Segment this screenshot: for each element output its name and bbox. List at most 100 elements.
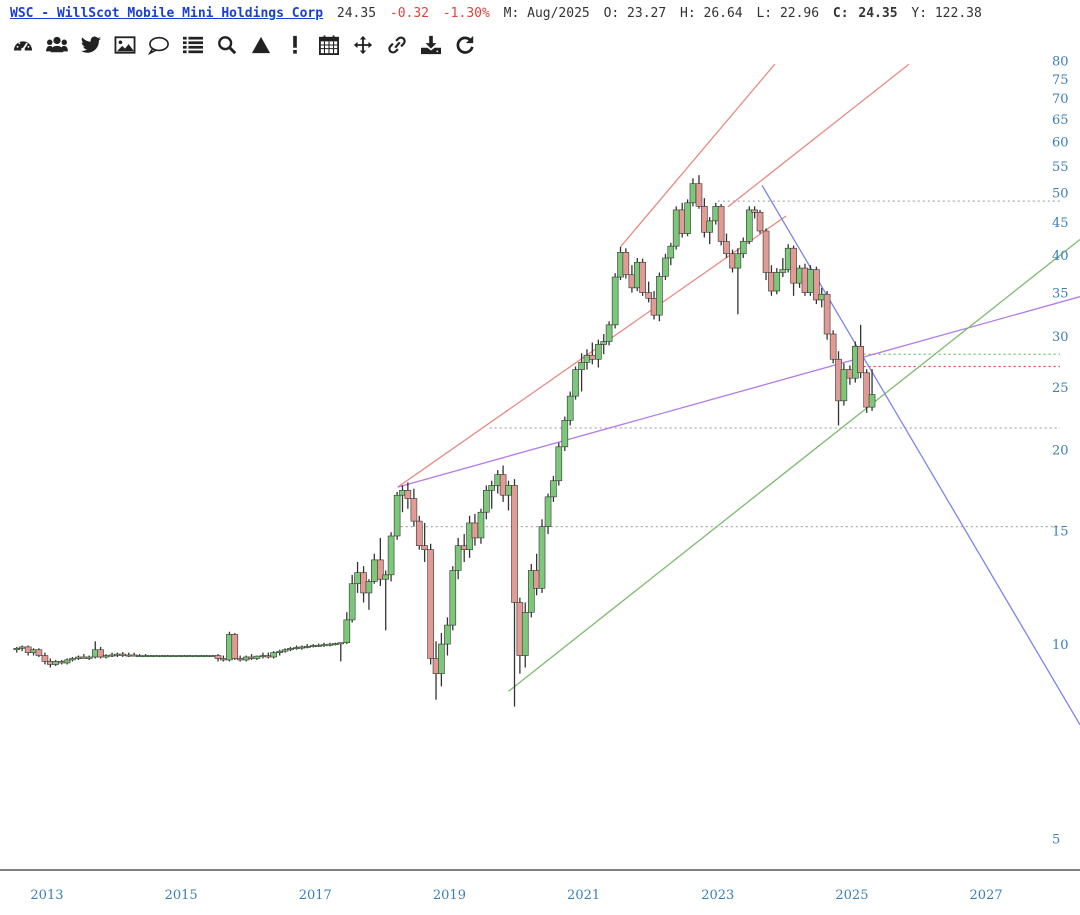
candle (734, 248, 742, 315)
image-icon[interactable] (112, 34, 137, 56)
candle-body (550, 480, 557, 498)
candle (595, 339, 602, 368)
horizontal-levels (395, 200, 1060, 528)
candle (672, 206, 680, 250)
candle (253, 655, 261, 660)
exclamation-icon[interactable] (282, 34, 307, 56)
dashboard-icon[interactable] (10, 34, 35, 56)
candle (561, 416, 569, 452)
symbol-title-link[interactable]: WSC - WillScot Mobile Mini Holdings Corp (10, 6, 324, 21)
candle-body (829, 333, 837, 360)
y-tick-label: 35 (1052, 287, 1069, 302)
trendlines (397, 63, 1080, 726)
close-label: C: (832, 6, 849, 21)
candle (444, 617, 451, 656)
candle-body (600, 341, 608, 345)
period-label: M: Aug/2025 (503, 6, 590, 21)
candle-body (488, 485, 496, 491)
move-icon[interactable] (350, 34, 375, 56)
search-icon[interactable] (214, 34, 239, 56)
candle (203, 654, 210, 658)
comment-icon[interactable] (146, 34, 171, 56)
candle-body (231, 634, 239, 659)
price-change-percent: -1.30% (442, 6, 490, 21)
candle (427, 543, 434, 665)
candle-body (701, 206, 708, 233)
candle-body (69, 658, 76, 661)
candle (790, 245, 797, 296)
triangle-icon[interactable] (248, 34, 273, 56)
candle-body (622, 252, 630, 276)
candle-body (857, 346, 864, 374)
candle (550, 476, 557, 502)
calendar-icon[interactable] (316, 34, 341, 56)
x-tick-label: 2027 (970, 888, 1003, 903)
candle-body (186, 655, 194, 658)
download-icon[interactable] (418, 34, 443, 56)
candle-body (589, 354, 596, 360)
candle-body (745, 209, 753, 242)
candle-body (348, 583, 356, 621)
candle (382, 570, 390, 631)
candle-body (605, 324, 613, 342)
candle-body (672, 209, 680, 247)
candle-body (471, 522, 479, 539)
candle-body (611, 276, 619, 326)
candle (371, 553, 378, 584)
candle-body (823, 293, 831, 335)
x-axis-ticks: 2013 2015 2017 2019 2021 2023 2025 2027 (30, 888, 1002, 903)
list-icon[interactable] (180, 34, 205, 56)
candle-body (97, 649, 104, 658)
candle (343, 612, 351, 645)
candle (454, 537, 462, 580)
candle-body (152, 655, 160, 658)
users-icon[interactable] (44, 34, 69, 56)
candle (521, 602, 529, 668)
candle-body (723, 241, 730, 255)
candle (857, 324, 864, 379)
candle-body (863, 372, 870, 408)
x-tick-label: 2025 (835, 888, 868, 903)
x-tick-label: 2013 (30, 888, 63, 903)
link-icon[interactable] (384, 34, 409, 56)
candle (813, 266, 820, 305)
candle (270, 651, 277, 659)
candle-body (365, 581, 373, 594)
candle (717, 204, 725, 246)
candle (365, 579, 373, 610)
candle (337, 642, 345, 662)
candle-body (483, 490, 490, 513)
last-price: 24.35 (336, 6, 377, 21)
trend-line (397, 296, 1080, 488)
candle-body (566, 395, 574, 421)
candle (477, 508, 485, 544)
candle-body (119, 653, 127, 656)
x-tick-label: 2021 (567, 888, 600, 903)
y-tick-label: 15 (1052, 524, 1069, 539)
y-tick-label: 20 (1052, 444, 1069, 459)
x-tick-label: 2023 (701, 888, 734, 903)
open-value: O: 23.27 (603, 6, 667, 21)
candle (393, 491, 401, 540)
candle-body (734, 253, 742, 269)
candle (505, 480, 512, 511)
y-tick-label: 45 (1052, 216, 1069, 231)
candle (701, 198, 708, 238)
candle (600, 333, 608, 355)
candle-body (35, 649, 43, 656)
candle (555, 442, 563, 486)
x-tick-label: 2017 (299, 888, 332, 903)
candle (63, 658, 71, 665)
candle-body (555, 446, 563, 482)
candle-body (454, 545, 462, 571)
candle (119, 652, 127, 658)
candle (281, 648, 289, 653)
candle-body (684, 202, 691, 234)
candle (572, 366, 579, 400)
twitter-icon[interactable] (78, 34, 103, 56)
candle-body (85, 656, 93, 659)
candle-body (807, 269, 814, 293)
refresh-icon[interactable] (452, 34, 477, 56)
candle (667, 242, 675, 266)
